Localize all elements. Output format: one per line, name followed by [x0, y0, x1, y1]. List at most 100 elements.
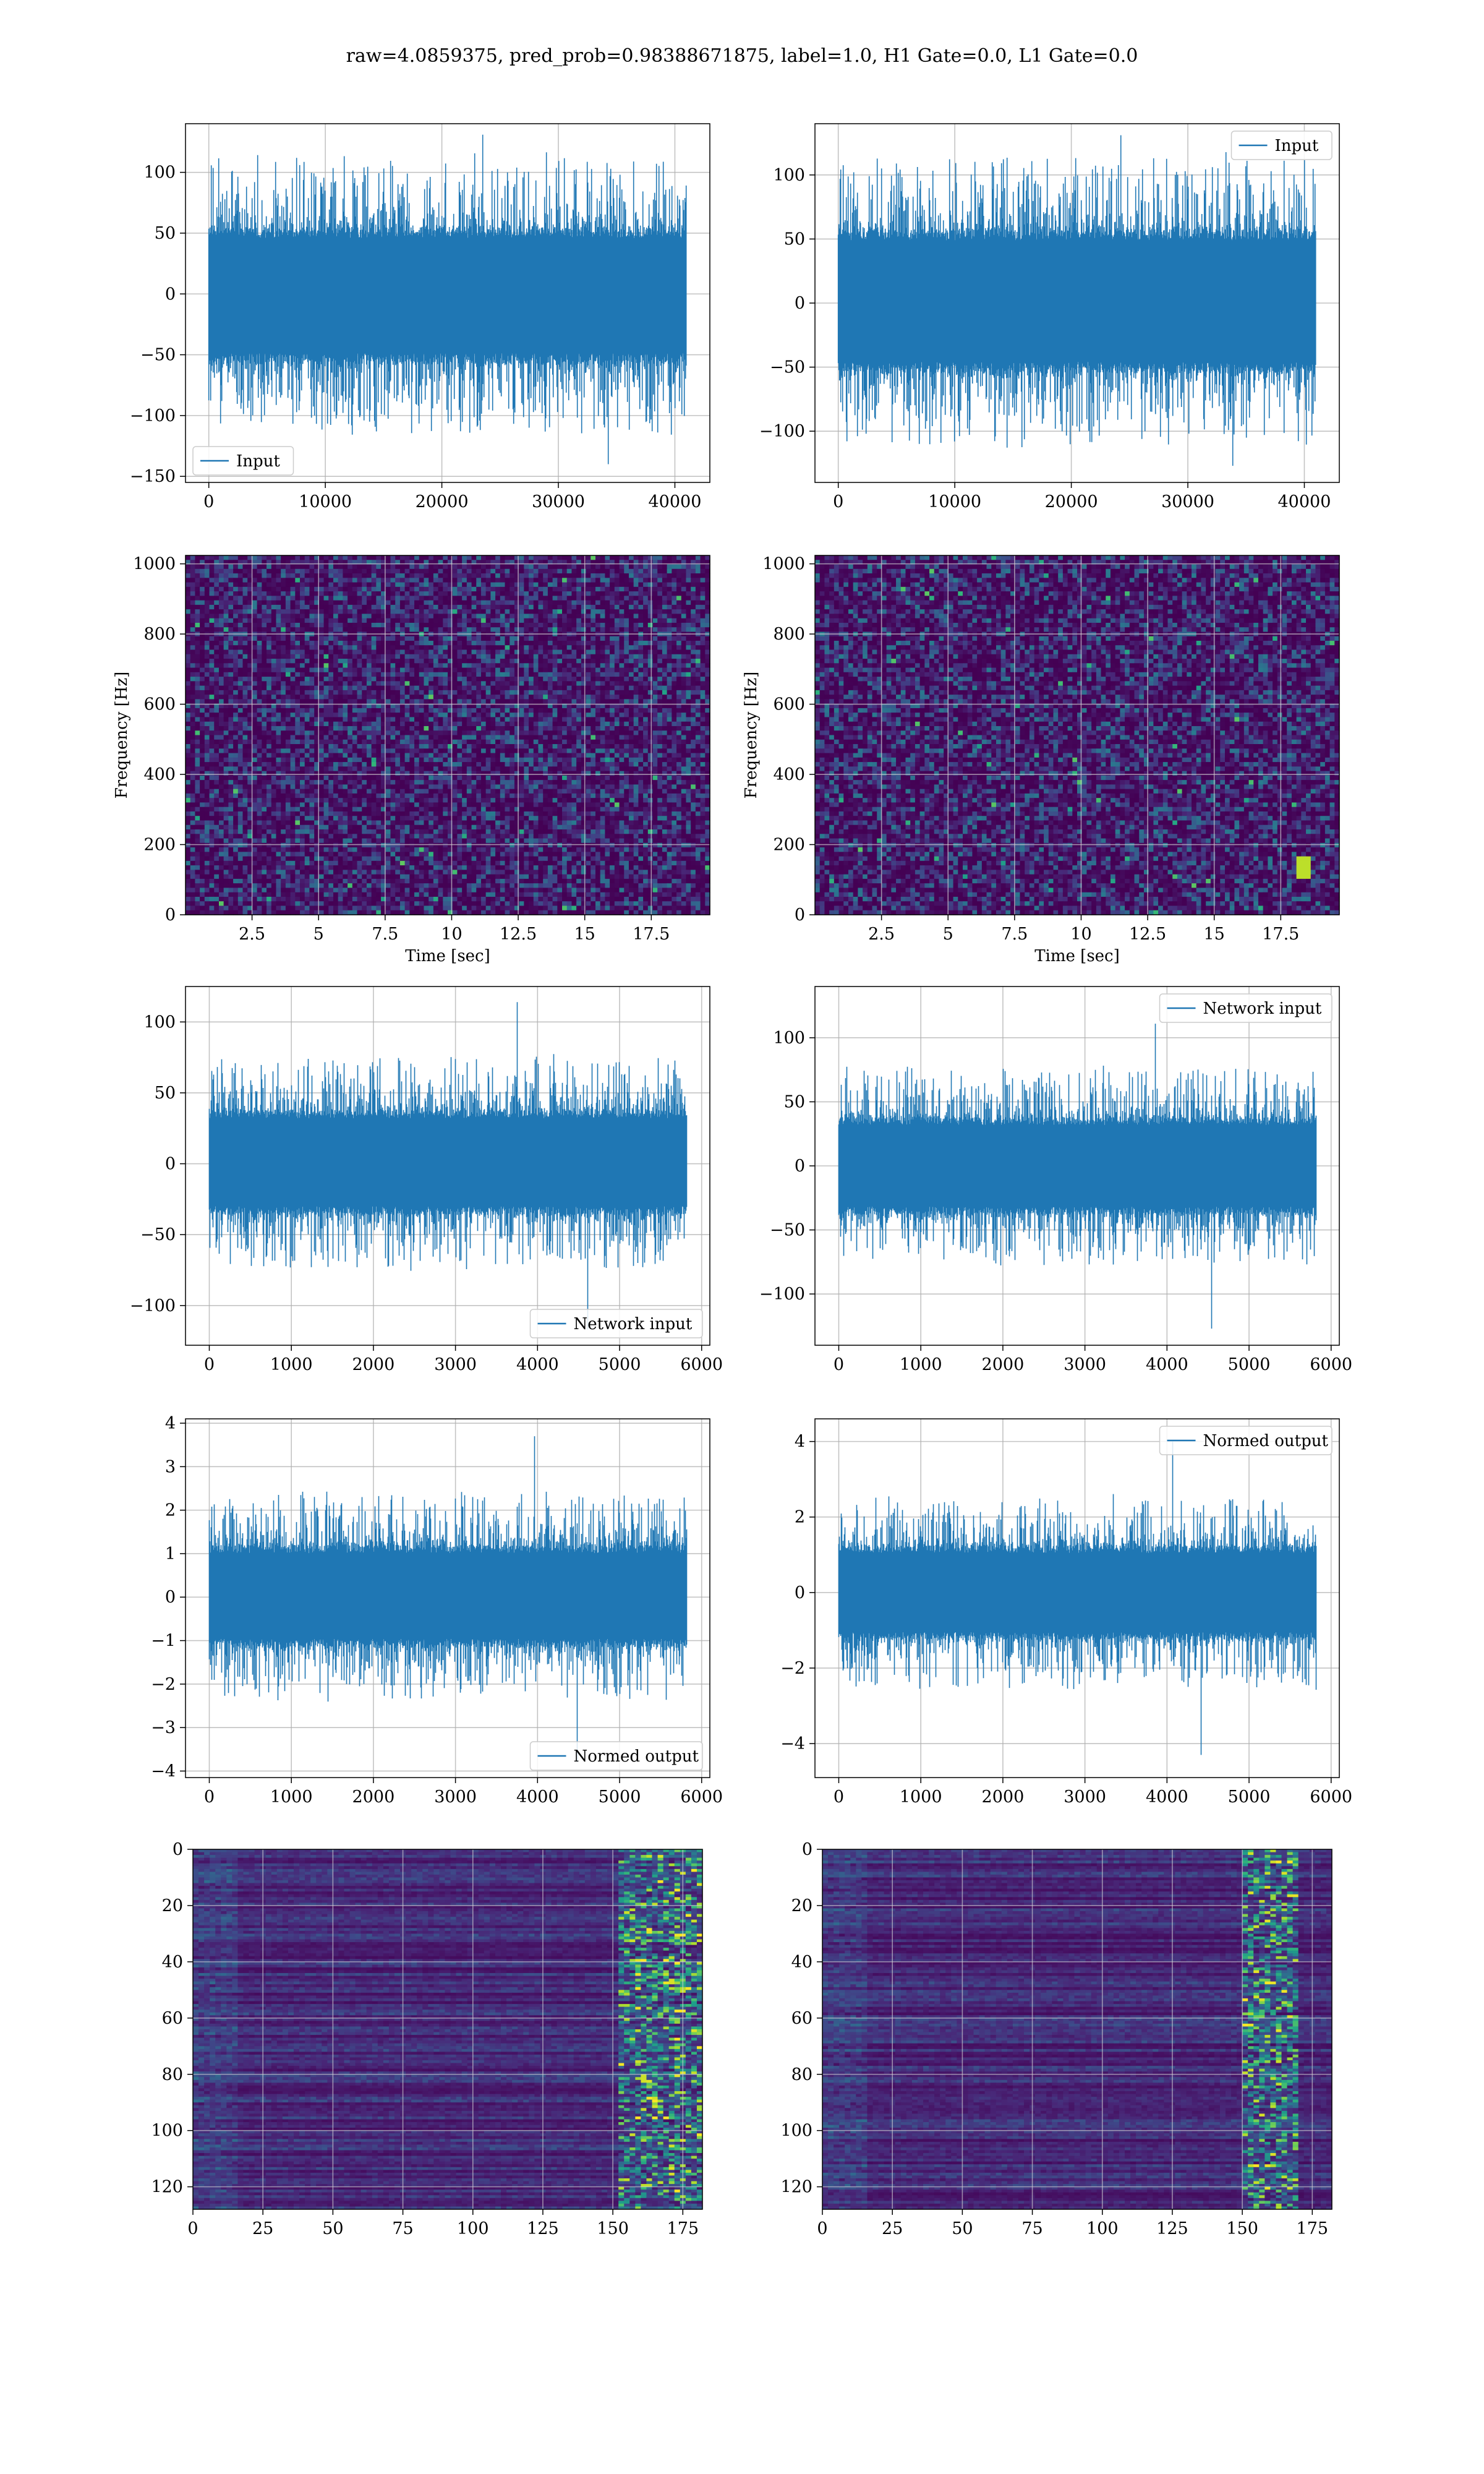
- heatmap-cell: [638, 587, 643, 592]
- heatmap-cell: [324, 645, 329, 650]
- heatmap-cell: [271, 681, 276, 686]
- heatmap-cell: [210, 677, 215, 682]
- heatmap-cell: [186, 591, 190, 596]
- heatmap-cell: [224, 573, 229, 578]
- heatmap-cell: [376, 654, 381, 659]
- heatmap-cell: [238, 681, 243, 686]
- heatmap-cell: [605, 583, 610, 588]
- heatmap-cell: [305, 587, 310, 592]
- heatmap-cell: [576, 565, 581, 570]
- heatmap-cell: [300, 573, 305, 578]
- heatmap-cell: [652, 650, 657, 655]
- heatmap-cell: [328, 699, 333, 704]
- heatmap-cell: [219, 573, 224, 578]
- heatmap-cell: [386, 668, 391, 673]
- heatmap-cell: [195, 578, 200, 583]
- heatmap-cell: [429, 591, 433, 596]
- heatmap-cell: [338, 591, 343, 596]
- heatmap-cell: [243, 695, 248, 700]
- heatmap-cell: [481, 623, 486, 628]
- heatmap-cell: [438, 663, 443, 668]
- heatmap-cell: [629, 663, 634, 668]
- heatmap-cell: [362, 681, 367, 686]
- heatmap-cell: [667, 623, 672, 628]
- heatmap-cell: [648, 668, 653, 673]
- heatmap-cell: [553, 690, 558, 695]
- heatmap-cell: [586, 695, 591, 700]
- heatmap-cell: [291, 690, 296, 695]
- heatmap-cell: [524, 636, 529, 641]
- heatmap-cell: [643, 596, 648, 601]
- heatmap-cell: [333, 659, 338, 664]
- heatmap-cell: [500, 677, 505, 682]
- heatmap-cell: [228, 677, 233, 682]
- heatmap-cell: [376, 668, 381, 673]
- heatmap-cell: [233, 663, 238, 668]
- heatmap-cell: [309, 609, 314, 614]
- heatmap-cell: [557, 623, 562, 628]
- heatmap-cell: [424, 614, 429, 618]
- heatmap-cell: [595, 650, 600, 655]
- heatmap-cell: [243, 578, 248, 583]
- heatmap-cell: [286, 659, 291, 664]
- heatmap-cell: [472, 686, 477, 691]
- heatmap-cell: [681, 601, 686, 606]
- heatmap-cell: [376, 695, 381, 700]
- heatmap-cell: [562, 690, 567, 695]
- heatmap-cell: [453, 591, 458, 596]
- heatmap-cell: [210, 668, 215, 673]
- heatmap-cell: [186, 627, 190, 632]
- heatmap-cell: [267, 618, 271, 623]
- heatmap-cell: [490, 677, 495, 682]
- heatmap-cell: [676, 677, 681, 682]
- heatmap-cell: [309, 591, 314, 596]
- heatmap-cell: [372, 636, 377, 641]
- heatmap-cell: [376, 601, 381, 606]
- heatmap-cell: [438, 596, 443, 601]
- heatmap-cell: [243, 636, 248, 641]
- heatmap-cell: [519, 663, 524, 668]
- heatmap-cell: [276, 573, 281, 578]
- heatmap-cell: [620, 587, 625, 592]
- heatmap-cell: [338, 583, 343, 588]
- heatmap-cell: [376, 650, 381, 655]
- heatmap-cell: [652, 591, 657, 596]
- heatmap-cell: [657, 663, 662, 668]
- heatmap-cell: [662, 654, 667, 659]
- heatmap-cell: [576, 583, 581, 588]
- heatmap-cell: [691, 609, 696, 614]
- heatmap-cell: [538, 627, 543, 632]
- heatmap-cell: [643, 614, 648, 618]
- heatmap-cell: [467, 609, 472, 614]
- heatmap-cell: [281, 601, 286, 606]
- heatmap-cell: [615, 591, 620, 596]
- heatmap-cell: [505, 601, 510, 606]
- heatmap-cell: [357, 699, 362, 704]
- heatmap-cell: [510, 636, 514, 641]
- heatmap-cell: [243, 555, 248, 560]
- heatmap-cell: [186, 699, 190, 704]
- heatmap-cell: [529, 668, 534, 673]
- heatmap-cell: [701, 677, 706, 682]
- heatmap-cell: [495, 686, 500, 691]
- heatmap-cell: [319, 627, 324, 632]
- heatmap-cell: [224, 659, 229, 664]
- heatmap-cell: [453, 695, 458, 700]
- heatmap-cell: [400, 555, 405, 560]
- heatmap-cell: [352, 686, 357, 691]
- heatmap-cell: [472, 578, 477, 583]
- heatmap-cell: [224, 591, 229, 596]
- heatmap-cell: [667, 578, 672, 583]
- heatmap-cell: [319, 596, 324, 601]
- heatmap-cell: [648, 569, 653, 574]
- heatmap-cell: [267, 681, 271, 686]
- heatmap-cell: [233, 654, 238, 659]
- heatmap-cell: [490, 650, 495, 655]
- heatmap-cell: [453, 663, 458, 668]
- heatmap-cell: [443, 636, 448, 641]
- heatmap-cell: [462, 569, 467, 574]
- heatmap-cell: [400, 677, 405, 682]
- heatmap-cell: [557, 654, 562, 659]
- heatmap-cell: [271, 645, 276, 650]
- heatmap-cell: [701, 641, 706, 646]
